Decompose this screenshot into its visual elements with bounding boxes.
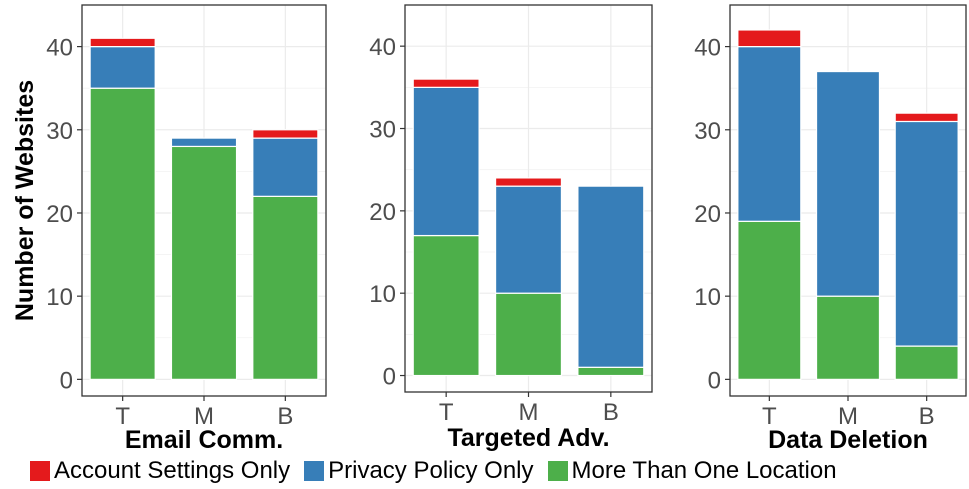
bar-segment-more-than-one-location	[894, 345, 959, 380]
x-tick-label: T	[762, 403, 777, 430]
bar-segment-privacy-policy-only	[89, 45, 156, 89]
panel-title: Data Deletion	[768, 426, 928, 454]
x-tick-label: M	[194, 403, 214, 430]
panel-title: Email Comm.	[125, 426, 283, 454]
y-axis-label: Number of Websites	[11, 80, 39, 321]
legend-item-privacy-policy: Privacy Policy Only	[304, 457, 534, 485]
y-tick-label: 30	[694, 118, 721, 145]
bar-segment-privacy-policy-only	[170, 137, 238, 148]
panel-title: Targeted Adv.	[447, 424, 609, 452]
legend-swatch-more-than-one-location	[547, 461, 568, 481]
bar-segment-more-than-one-location	[494, 292, 563, 377]
bar-segment-account-settings-only	[412, 78, 480, 88]
y-tick-label: 20	[46, 201, 73, 228]
y-tick-label: 0	[708, 367, 721, 394]
y-tick-label: 40	[694, 35, 721, 62]
y-tick-label: 30	[369, 117, 396, 144]
bar-segment-privacy-policy-only	[494, 185, 563, 294]
bar-segment-privacy-policy-only	[815, 70, 881, 297]
y-tick-label: 30	[46, 118, 73, 145]
bar-segment-more-than-one-location	[577, 366, 645, 377]
bar-segment-account-settings-only	[494, 177, 563, 187]
y-tick-label: 20	[369, 199, 396, 226]
legend-label-more-than-one-location: More Than One Location	[571, 457, 837, 484]
bar-segment-privacy-policy-only	[737, 45, 802, 222]
x-tick-label: B	[919, 403, 935, 430]
bar-segment-more-than-one-location	[737, 220, 802, 380]
bar-segment-more-than-one-location	[89, 87, 156, 380]
y-tick-label: 10	[694, 284, 721, 311]
x-tick-label: M	[519, 399, 539, 426]
bar-segment-account-settings-only	[737, 29, 802, 48]
bar-segment-more-than-one-location	[412, 234, 480, 377]
x-tick-label: M	[838, 403, 858, 430]
x-tick-label: B	[603, 399, 619, 426]
bar-segment-more-than-one-location	[252, 195, 319, 380]
y-tick-label: 20	[694, 201, 721, 228]
x-tick-label: T	[115, 403, 130, 430]
legend-item-account-settings: Account Settings Only	[30, 457, 290, 485]
legend-item-more-than-one-location: More Than One Location	[547, 457, 837, 485]
x-tick-label: B	[277, 403, 293, 430]
bar-segment-more-than-one-location	[170, 145, 238, 380]
bar-segment-privacy-policy-only	[252, 137, 319, 197]
bar-segment-privacy-policy-only	[412, 86, 480, 237]
y-tick-label: 0	[60, 367, 73, 394]
bar-segment-more-than-one-location	[815, 295, 881, 380]
y-tick-label: 40	[46, 35, 73, 62]
bar-segment-account-settings-only	[252, 129, 319, 139]
x-tick-label: T	[439, 399, 454, 426]
legend-swatch-account-settings	[30, 461, 50, 481]
legend-label-account-settings: Account Settings Only	[54, 457, 291, 484]
legend-swatch-privacy-policy	[304, 461, 325, 481]
bar-segment-account-settings-only	[894, 112, 959, 123]
y-tick-label: 40	[369, 34, 396, 61]
y-tick-label: 0	[383, 364, 396, 391]
y-tick-label: 10	[369, 281, 396, 308]
bar-segment-privacy-policy-only	[577, 185, 645, 368]
bar-segment-account-settings-only	[89, 37, 156, 48]
y-tick-label: 10	[46, 284, 73, 311]
legend-label-privacy-policy: Privacy Policy Only	[328, 457, 534, 484]
bar-segment-privacy-policy-only	[894, 120, 959, 347]
legend: Account Settings Only Privacy Policy Onl…	[30, 456, 837, 486]
